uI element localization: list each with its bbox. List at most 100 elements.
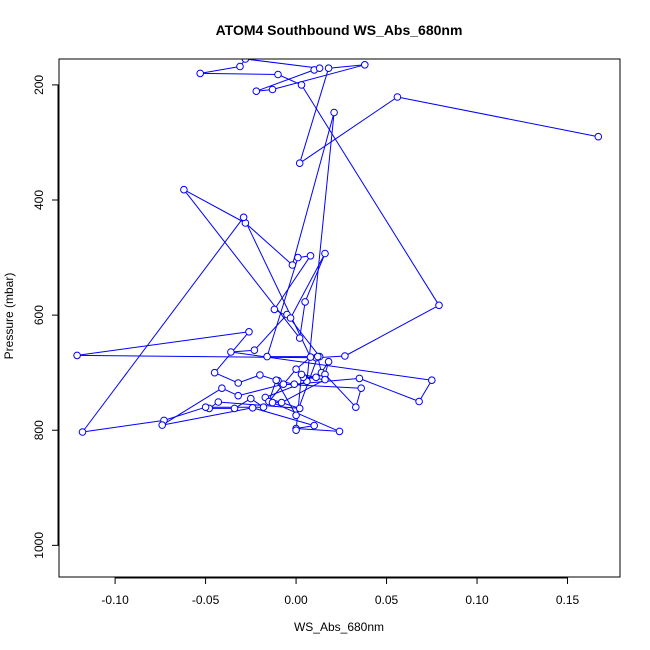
- data-point: [288, 261, 297, 269]
- series-line-segment: [200, 66, 241, 74]
- series-line-segment: [266, 257, 299, 357]
- data-point: [297, 81, 306, 89]
- series-line-segment: [256, 69, 315, 92]
- data-point: [312, 373, 320, 382]
- data-point: [341, 352, 349, 360]
- chart-title: ATOM4 Southbound WS_Abs_680nm: [216, 22, 463, 38]
- data-point: [248, 404, 257, 412]
- series-line-segment: [306, 112, 335, 382]
- data-point: [292, 411, 300, 420]
- series-line-segment: [238, 383, 284, 397]
- series-line-segment: [238, 374, 261, 384]
- data-point: [245, 328, 253, 336]
- series-line-segment: [328, 64, 365, 69]
- series-line-segment: [183, 189, 301, 339]
- data-point: [306, 252, 315, 260]
- data-point: [214, 398, 223, 406]
- data-point: [263, 352, 271, 361]
- series-line-segment: [291, 112, 335, 266]
- data-point: [286, 314, 295, 322]
- series-line-segment: [245, 222, 293, 266]
- data-point: [324, 357, 333, 366]
- series-line-segment: [295, 374, 302, 431]
- data-point: [247, 394, 255, 403]
- data-point: [268, 398, 277, 407]
- data-point: [435, 301, 443, 310]
- series-line-segment: [265, 380, 308, 398]
- series-line-segment: [245, 59, 320, 69]
- data-point: [321, 249, 329, 258]
- data-point: [236, 62, 244, 71]
- series-line-segment: [344, 304, 440, 357]
- data-point: [218, 384, 226, 393]
- data-point: [268, 85, 277, 94]
- series-line-segment: [299, 68, 330, 164]
- series-line-segment: [183, 189, 246, 224]
- y-axis: 200 400 600 800 1000: [32, 75, 59, 559]
- series-line-segment: [324, 374, 357, 408]
- series-line-segment: [281, 379, 326, 404]
- data-point: [295, 404, 304, 413]
- y-tick-label: 600: [32, 305, 46, 325]
- data-point: [277, 398, 286, 407]
- data-point: [239, 213, 248, 222]
- series-line-segment: [418, 379, 433, 402]
- x-tick-label: 0.00: [284, 593, 308, 607]
- series-line-segment: [254, 314, 288, 351]
- data-point: [210, 368, 219, 377]
- series-line-segment: [272, 402, 340, 432]
- data-point: [301, 298, 309, 306]
- data-point: [201, 403, 210, 412]
- data-point: [196, 69, 204, 78]
- data-point: [361, 61, 369, 69]
- data-point: [295, 159, 304, 167]
- series-line-segment: [163, 406, 206, 421]
- data-point: [315, 64, 324, 72]
- data-point: [73, 351, 81, 360]
- data-point: [292, 365, 300, 374]
- series-line-segment: [299, 96, 398, 164]
- data-point: [290, 380, 299, 389]
- data-point: [310, 421, 319, 430]
- data-point: [78, 428, 87, 436]
- series-line-segment: [218, 401, 300, 409]
- data-point: [594, 132, 603, 141]
- data-point: [306, 353, 315, 361]
- series-line-segment: [77, 331, 250, 356]
- series-line-segment: [304, 253, 326, 303]
- data-point: [415, 397, 423, 406]
- x-axis: -0.10 -0.05 0.00 0.05 0.10 0.15: [101, 577, 580, 607]
- data-point: [230, 404, 239, 413]
- data-point: [250, 346, 259, 355]
- y-axis-label: Pressure (mbar): [2, 273, 16, 360]
- series-line-segment: [82, 419, 165, 433]
- data-point: [314, 352, 322, 361]
- data-point: [355, 374, 364, 383]
- series-line-segment: [77, 354, 317, 359]
- series-line-segment: [161, 387, 223, 426]
- series-line-segment: [299, 301, 306, 339]
- series-line-segment: [272, 64, 365, 90]
- data-point: [321, 375, 329, 384]
- x-axis-label: WS_Abs_680nm: [294, 620, 384, 634]
- data-point: [352, 403, 360, 412]
- y-tick-label: 400: [32, 190, 46, 210]
- data-point: [234, 391, 242, 400]
- plot-frame: [58, 58, 621, 578]
- data-point: [393, 93, 402, 101]
- data-point: [357, 384, 366, 393]
- x-tick-label: -0.10: [101, 593, 129, 607]
- data-layer: [73, 59, 603, 436]
- data-point: [297, 370, 306, 379]
- series-line-segment: [273, 255, 311, 310]
- data-point: [259, 403, 268, 412]
- data-point: [158, 421, 166, 429]
- data-point: [324, 64, 333, 72]
- x-tick-label: 0.05: [375, 593, 399, 607]
- series-line-segment: [200, 72, 279, 75]
- data-point: [234, 379, 242, 387]
- series-line-segment: [214, 372, 239, 384]
- data-point: [292, 426, 300, 435]
